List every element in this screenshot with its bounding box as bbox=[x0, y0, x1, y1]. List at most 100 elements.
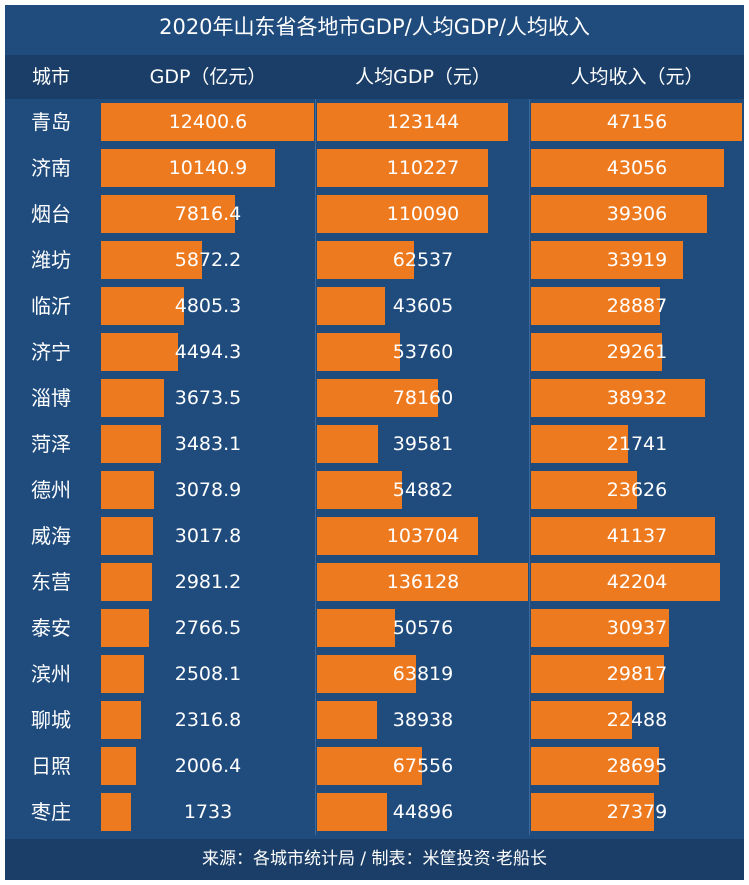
per-capita-income-bar bbox=[531, 195, 707, 233]
gdp-bar bbox=[101, 379, 165, 417]
per-capita-gdp-value: 53760 bbox=[392, 341, 454, 363]
per-capita-gdp-value: 78160 bbox=[392, 387, 454, 409]
per-capita-gdp-value: 110090 bbox=[386, 203, 460, 225]
per-capita-income-bar bbox=[531, 609, 670, 647]
per-capita-income-value: 27379 bbox=[606, 801, 668, 823]
table-row: 淄博 3673.5 78160 38932 bbox=[5, 375, 744, 421]
per-capita-gdp-value: 103704 bbox=[386, 525, 460, 547]
per-capita-gdp-bar bbox=[317, 793, 387, 831]
table-row: 泰安 2766.5 50576 30937 bbox=[5, 605, 744, 651]
column-divider bbox=[529, 99, 530, 835]
per-capita-gdp-value: 43605 bbox=[392, 295, 454, 317]
city-label: 临沂 bbox=[31, 294, 71, 318]
gdp-bar bbox=[101, 103, 314, 141]
table-row: 枣庄 1733 44896 27379 bbox=[5, 789, 744, 835]
gdp-value: 3673.5 bbox=[174, 387, 242, 409]
per-capita-income-bar bbox=[531, 103, 742, 141]
city-label: 日照 bbox=[31, 754, 71, 778]
per-capita-income-bar bbox=[531, 241, 683, 279]
per-capita-income-value: 33919 bbox=[606, 249, 668, 271]
city-label: 泰安 bbox=[31, 616, 71, 640]
per-capita-income-value: 30937 bbox=[606, 617, 668, 639]
gdp-value: 1733 bbox=[183, 801, 233, 823]
table-row: 东营 2981.2 136128 42204 bbox=[5, 559, 744, 605]
gdp-value: 10140.9 bbox=[168, 157, 248, 179]
per-capita-income-value: 23626 bbox=[606, 479, 668, 501]
gdp-bar bbox=[101, 793, 131, 831]
gdp-bar bbox=[101, 241, 202, 279]
table-row: 潍坊 5872.2 62537 33919 bbox=[5, 237, 744, 283]
gdp-bar bbox=[101, 563, 153, 601]
per-capita-income-value: 47156 bbox=[606, 111, 668, 133]
gdp-value: 2766.5 bbox=[174, 617, 242, 639]
gdp-bar bbox=[101, 655, 145, 693]
table-header: 城市 GDP（亿元） 人均GDP（元） 人均收入（元） bbox=[5, 55, 744, 99]
table-row: 济南 10140.9 110227 43056 bbox=[5, 145, 744, 191]
gdp-bar bbox=[101, 701, 141, 739]
table-row: 烟台 7816.4 110090 39306 bbox=[5, 191, 744, 237]
per-capita-gdp-bar bbox=[317, 517, 478, 555]
per-capita-income-bar bbox=[531, 149, 724, 187]
per-capita-gdp-bar bbox=[317, 425, 379, 463]
city-label: 滨州 bbox=[31, 662, 71, 686]
gdp-bar bbox=[101, 517, 153, 555]
per-capita-gdp-value: 123144 bbox=[386, 111, 460, 133]
per-capita-gdp-value: 54882 bbox=[392, 479, 454, 501]
table-row: 德州 3078.9 54882 23626 bbox=[5, 467, 744, 513]
per-capita-gdp-value: 110227 bbox=[386, 157, 460, 179]
per-capita-gdp-bar bbox=[317, 241, 414, 279]
gdp-value: 3078.9 bbox=[174, 479, 242, 501]
city-label: 聊城 bbox=[31, 708, 71, 732]
per-capita-income-bar bbox=[531, 517, 716, 555]
header-per-capita-income: 人均收入（元） bbox=[570, 66, 704, 88]
per-capita-gdp-bar bbox=[317, 609, 396, 647]
table-row: 济宁 4494.3 53760 29261 bbox=[5, 329, 744, 375]
per-capita-income-bar bbox=[531, 747, 660, 785]
gdp-value: 2006.4 bbox=[174, 755, 242, 777]
gdp-bar bbox=[101, 747, 136, 785]
per-capita-gdp-value: 44896 bbox=[392, 801, 454, 823]
gdp-bar bbox=[101, 609, 149, 647]
per-capita-income-bar bbox=[531, 425, 629, 463]
column-divider bbox=[315, 99, 316, 835]
per-capita-income-value: 28887 bbox=[606, 295, 668, 317]
per-capita-income-bar bbox=[531, 471, 637, 509]
city-label: 菏泽 bbox=[31, 432, 71, 456]
city-label: 枣庄 bbox=[31, 800, 71, 824]
gdp-bar bbox=[101, 333, 179, 371]
per-capita-income-value: 29817 bbox=[606, 663, 668, 685]
table-row: 聊城 2316.8 38938 22488 bbox=[5, 697, 744, 743]
table-row: 青岛 12400.6 123144 47156 bbox=[5, 99, 744, 145]
per-capita-gdp-bar bbox=[317, 563, 528, 601]
table-row: 菏泽 3483.1 39581 21741 bbox=[5, 421, 744, 467]
per-capita-gdp-bar bbox=[317, 471, 403, 509]
per-capita-gdp-bar bbox=[317, 103, 508, 141]
table-row: 日照 2006.4 67556 28695 bbox=[5, 743, 744, 789]
per-capita-income-bar bbox=[531, 379, 706, 417]
per-capita-income-value: 22488 bbox=[606, 709, 668, 731]
per-capita-gdp-value: 63819 bbox=[392, 663, 454, 685]
gdp-value: 3483.1 bbox=[174, 433, 242, 455]
gdp-bar bbox=[101, 425, 161, 463]
per-capita-gdp-bar bbox=[317, 195, 488, 233]
per-capita-gdp-value: 50576 bbox=[392, 617, 454, 639]
gdp-value: 5872.2 bbox=[174, 249, 242, 271]
per-capita-income-bar bbox=[531, 333, 662, 371]
per-capita-income-bar bbox=[531, 655, 665, 693]
per-capita-gdp-bar bbox=[317, 701, 378, 739]
per-capita-income-bar bbox=[531, 701, 632, 739]
gdp-value: 12400.6 bbox=[168, 111, 248, 133]
per-capita-gdp-bar bbox=[317, 287, 385, 325]
per-capita-gdp-value: 136128 bbox=[386, 571, 460, 593]
header-gdp: GDP（亿元） bbox=[149, 66, 267, 88]
gdp-bar bbox=[101, 195, 236, 233]
per-capita-income-value: 21741 bbox=[606, 433, 668, 455]
per-capita-income-bar bbox=[531, 287, 661, 325]
gdp-value: 4805.3 bbox=[174, 295, 242, 317]
per-capita-income-value: 38932 bbox=[606, 387, 668, 409]
per-capita-gdp-bar bbox=[317, 333, 401, 371]
city-label: 烟台 bbox=[31, 202, 71, 226]
per-capita-gdp-bar bbox=[317, 655, 416, 693]
gdp-bar bbox=[101, 149, 276, 187]
city-label: 济南 bbox=[31, 156, 71, 180]
